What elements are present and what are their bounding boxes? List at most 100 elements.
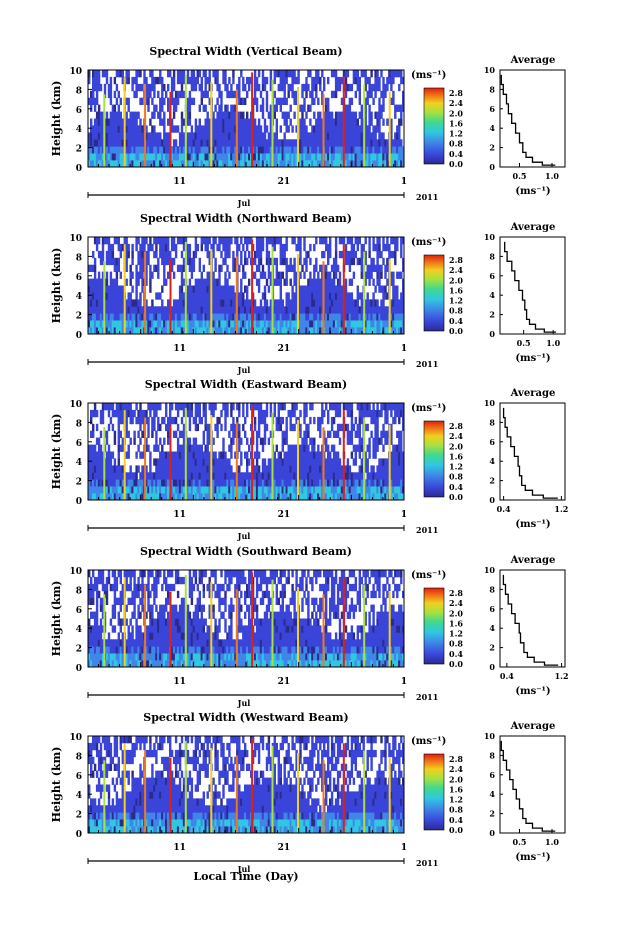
heatmap-cell <box>153 76 156 85</box>
heatmap-cell <box>358 90 361 99</box>
heatmap-cell <box>374 125 377 133</box>
heatmap-cell <box>354 160 357 168</box>
heatmap-cell <box>368 299 371 307</box>
heatmap-cell <box>202 299 205 307</box>
heatmap-cell <box>299 146 302 154</box>
heatmap-cell <box>291 423 294 432</box>
heatmap-cell <box>170 264 174 272</box>
heatmap-cell <box>382 257 385 266</box>
heatmap-cell <box>327 271 330 279</box>
heatmap-cell <box>295 493 298 501</box>
heatmap-cell <box>275 257 278 266</box>
heatmap-cell <box>372 451 375 459</box>
heatmap-cell <box>206 430 209 438</box>
heatmap-cell <box>200 444 203 452</box>
heatmap-cell <box>321 125 324 133</box>
heatmap-cell <box>281 70 284 78</box>
heatmap-cell <box>364 465 367 473</box>
heatmap-cell <box>133 437 136 445</box>
heatmap-cell <box>226 104 229 112</box>
heatmap-cell <box>220 465 223 473</box>
heatmap-cell <box>210 409 213 418</box>
heatmap-cell <box>378 327 381 335</box>
heatmap-cell <box>139 479 142 487</box>
heatmap-cell <box>129 313 132 321</box>
heatmap-cell <box>253 90 257 99</box>
heatmap-cell <box>99 458 103 466</box>
heatmap-cell <box>230 327 233 335</box>
heatmap-cell <box>307 423 310 432</box>
heatmap-cell <box>255 465 259 473</box>
heatmap-cell <box>95 97 99 105</box>
heatmap-cell <box>366 486 369 494</box>
heatmap-cell <box>93 257 97 266</box>
heatmap-cell <box>135 264 138 272</box>
heatmap-cell <box>180 278 184 286</box>
heatmap-cell <box>208 327 211 335</box>
heatmap-cell <box>382 320 385 328</box>
heatmap-cell <box>253 146 257 154</box>
heatmap-cell <box>344 76 348 85</box>
heatmap-cell <box>111 465 115 473</box>
heatmap-cell <box>127 146 130 154</box>
heatmap-cell <box>293 153 296 161</box>
heatmap-cell <box>238 472 241 480</box>
heatmap-cell <box>95 409 99 418</box>
heatmap-cell <box>275 444 278 452</box>
heatmap-cell <box>157 111 160 119</box>
heatmap-cell <box>346 437 350 445</box>
heatmap-cell <box>358 423 361 432</box>
heatmap-cell <box>273 313 276 321</box>
heatmap-cell <box>131 118 134 126</box>
heatmap-cell <box>275 423 278 432</box>
heatmap-cell <box>261 111 265 119</box>
y-tick-label: 0 <box>76 497 82 507</box>
heatmap-cell <box>313 243 316 252</box>
heatmap-cell <box>198 125 201 133</box>
heatmap-cell <box>398 451 401 459</box>
heatmap-cell <box>186 409 190 418</box>
heatmap-cell <box>311 278 314 286</box>
heatmap-cell <box>255 76 259 85</box>
heatmap-cell <box>273 104 276 112</box>
heatmap-cell <box>329 486 332 494</box>
heatmap-cell <box>376 416 379 425</box>
heatmap-cell <box>204 416 207 425</box>
average-y-tick-label: 10 <box>484 232 496 242</box>
heatmap-cell <box>244 146 247 154</box>
heatmap-cell <box>109 250 113 259</box>
heatmap-cell <box>109 486 113 494</box>
heatmap-cell <box>253 271 257 279</box>
heatmap-cell <box>190 83 194 92</box>
heatmap-cell <box>293 486 296 494</box>
heatmap-cell <box>321 451 324 459</box>
heatmap-cell <box>275 271 278 279</box>
heatmap-cell <box>358 320 361 328</box>
heatmap-cell <box>384 493 387 501</box>
heatmap-cell <box>151 306 154 314</box>
heatmap-cell <box>295 125 298 133</box>
heatmap-cell <box>186 97 190 105</box>
heatmap-cell <box>329 458 332 466</box>
heatmap-cell <box>388 250 391 259</box>
heatmap-cell <box>178 76 182 85</box>
heatmap-cell <box>206 237 209 245</box>
heatmap-cell <box>321 444 324 452</box>
heatmap-cell <box>92 250 95 259</box>
heatmap-cell <box>287 139 290 147</box>
heatmap-cell <box>198 403 201 411</box>
heatmap-cell <box>149 264 152 272</box>
heatmap-cell <box>165 423 168 432</box>
heatmap-cell <box>380 493 383 501</box>
heatmap-cell <box>99 278 103 286</box>
heatmap-cell <box>194 243 198 252</box>
heatmap-cell <box>400 313 403 321</box>
heatmap-cell <box>182 76 186 85</box>
heatmap-cell <box>307 327 310 335</box>
heatmap-cell <box>119 97 122 105</box>
heatmap-cell <box>362 409 365 418</box>
heatmap-cell <box>360 146 363 154</box>
heatmap-cell <box>315 465 318 473</box>
heatmap-cell <box>261 160 265 168</box>
heatmap-cell <box>131 306 134 314</box>
